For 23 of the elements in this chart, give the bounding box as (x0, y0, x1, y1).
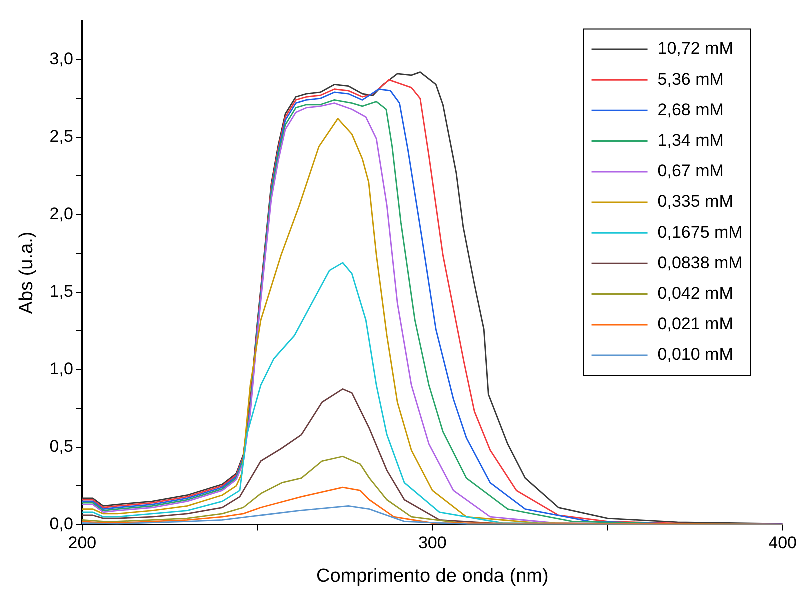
x-axis-title: Comprimento de onda (nm) (316, 566, 549, 587)
y-tick-label: 1,0 (50, 360, 74, 379)
legend-label: 0,1675 mM (658, 222, 743, 242)
legend-label: 2,68 mM (658, 100, 724, 120)
x-tick-label: 200 (68, 534, 97, 553)
y-tick-label: 0,0 (50, 514, 74, 534)
legend-label: 0,0838 mM (658, 253, 743, 272)
x-tick-label: 400 (768, 534, 798, 553)
y-tick-label: 3,0 (50, 50, 74, 69)
y-tick-label: 1,5 (50, 282, 74, 302)
legend-label: 0,67 mM (658, 162, 724, 181)
legend-label: 0,335 mM (658, 192, 734, 212)
legend-label: 0,010 mM (658, 345, 734, 364)
legend-label: 10,72 mM (658, 39, 734, 58)
y-tick-label: 2,5 (50, 127, 74, 146)
legend-label: 0,042 mM (658, 284, 734, 303)
x-tick-label: 300 (418, 534, 447, 553)
legend-label: 1,34 mM (658, 130, 724, 150)
y-tick-label: 2,0 (50, 204, 74, 224)
legend-label: 5,36 mM (658, 70, 724, 89)
legend-label: 0,021 mM (658, 314, 734, 334)
y-tick-label: 0,5 (50, 437, 74, 456)
y-axis-title: Abs (u.a.) (16, 232, 38, 314)
